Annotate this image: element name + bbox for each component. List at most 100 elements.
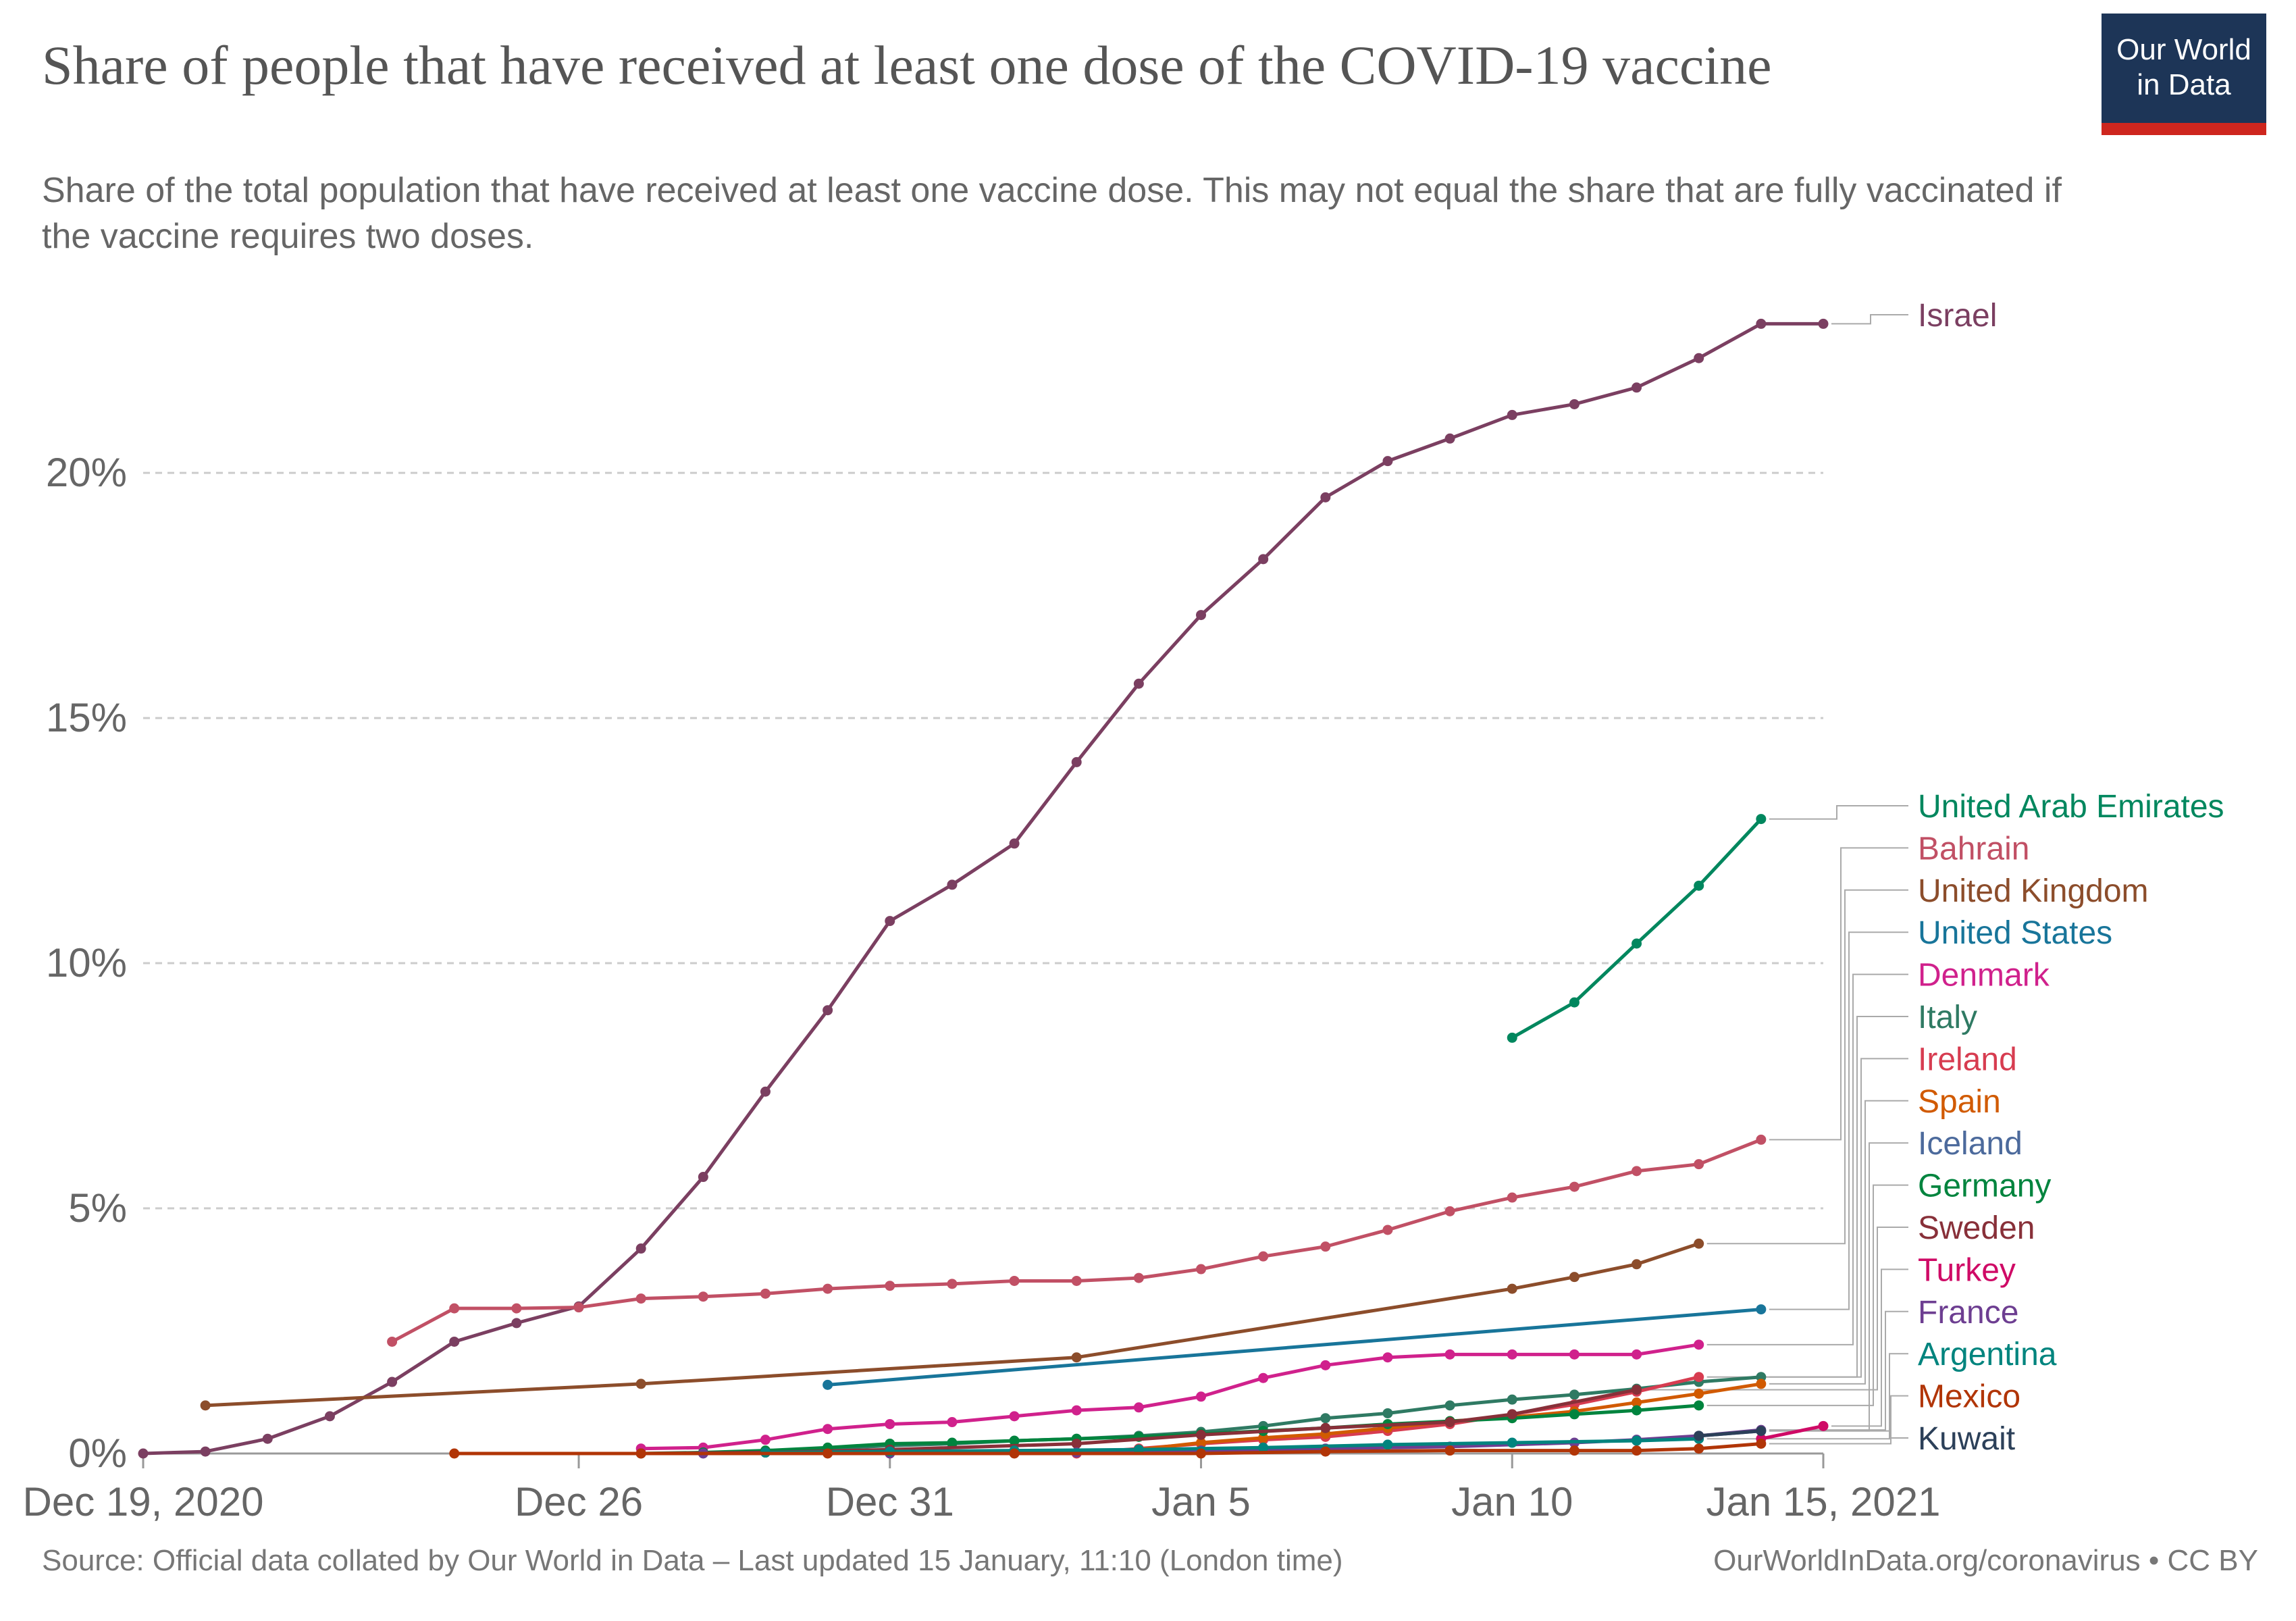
- series-label[interactable]: United Arab Emirates: [1918, 789, 2224, 825]
- data-point: [1009, 1448, 1020, 1459]
- series-united-arab-emirates[interactable]: [1507, 814, 1767, 1043]
- series-label[interactable]: Denmark: [1918, 958, 2050, 994]
- data-point: [1507, 1192, 1517, 1203]
- data-point: [823, 1424, 833, 1435]
- data-point: [1196, 610, 1207, 621]
- data-point: [1694, 1159, 1704, 1170]
- data-point: [947, 1437, 958, 1448]
- data-point: [1756, 1304, 1767, 1315]
- data-point: [1507, 1394, 1517, 1405]
- data-point: [635, 1293, 646, 1304]
- data-point: [138, 1448, 149, 1459]
- series-label[interactable]: Germany: [1918, 1168, 2051, 1204]
- y-tick-label: 0%: [68, 1431, 127, 1476]
- data-point: [1507, 1283, 1517, 1294]
- data-point: [1756, 318, 1767, 329]
- series-denmark[interactable]: [635, 1339, 1704, 1454]
- series-line: [142, 321, 1823, 1456]
- series-label[interactable]: France: [1918, 1295, 2018, 1331]
- data-point: [1009, 1275, 1020, 1286]
- label-leader-line: [1769, 1142, 1908, 1432]
- data-point: [1632, 1405, 1642, 1416]
- license-link[interactable]: OurWorldInData.org/coronavirus • CC BY: [1713, 1544, 2258, 1577]
- data-point: [885, 916, 895, 927]
- x-tick-label: Dec 26: [515, 1479, 643, 1524]
- series-label[interactable]: Sweden: [1918, 1210, 2035, 1246]
- label-leader-line: [1769, 1310, 1908, 1431]
- series-bahrain[interactable]: [387, 1134, 1767, 1347]
- data-point: [823, 1005, 833, 1016]
- data-point: [1569, 1272, 1580, 1283]
- series-label[interactable]: Kuwait: [1918, 1421, 2015, 1457]
- data-point: [1196, 1448, 1207, 1459]
- label-leader-line: [1831, 314, 1908, 325]
- series-label[interactable]: United Kingdom: [1918, 873, 2149, 909]
- series-label[interactable]: Turkey: [1918, 1252, 2016, 1288]
- series-line: [1760, 1424, 1824, 1441]
- series-label[interactable]: Argentina: [1918, 1337, 2057, 1372]
- series-label[interactable]: Ireland: [1918, 1041, 2017, 1077]
- data-point: [1444, 1445, 1455, 1456]
- label-leader-line: [1706, 973, 1908, 1345]
- data-point: [1569, 997, 1580, 1008]
- data-point: [1694, 1443, 1704, 1454]
- y-tick-label: 5%: [68, 1185, 127, 1231]
- series-israel[interactable]: [138, 318, 1829, 1459]
- data-point: [1818, 1420, 1829, 1431]
- label-leader-line: [1769, 847, 1908, 1141]
- series-line: [641, 1404, 1699, 1456]
- data-point: [1320, 1360, 1331, 1370]
- y-tick-label: 15%: [46, 695, 127, 740]
- data-point: [1258, 1372, 1269, 1383]
- data-point: [1009, 838, 1020, 849]
- data-point: [324, 1411, 335, 1422]
- label-leader-line: [1769, 931, 1908, 1310]
- series-united-kingdom[interactable]: [200, 1238, 1704, 1411]
- x-tick-label: Dec 19, 2020: [23, 1479, 264, 1524]
- series-label[interactable]: Iceland: [1918, 1126, 2023, 1162]
- series-kuwait[interactable]: [1694, 1426, 1767, 1441]
- label-leader-line: [1706, 1353, 1908, 1440]
- data-point: [1196, 1264, 1207, 1275]
- data-point: [823, 1379, 833, 1390]
- data-point: [1632, 1435, 1642, 1446]
- series-label[interactable]: Italy: [1918, 1000, 1977, 1035]
- label-leader-line: [1706, 889, 1908, 1245]
- data-point: [1694, 353, 1704, 363]
- data-point: [1444, 1417, 1455, 1428]
- data-point: [1694, 1431, 1704, 1441]
- series-label[interactable]: Spain: [1918, 1084, 2001, 1120]
- series-label[interactable]: Israel: [1918, 298, 1997, 334]
- data-point: [1818, 318, 1829, 329]
- data-point: [1569, 1181, 1580, 1192]
- label-leader-line: [1706, 1058, 1908, 1378]
- owid-logo[interactable]: Our World in Data: [2102, 14, 2266, 135]
- data-point: [449, 1303, 460, 1314]
- label-leader-line: [1644, 1227, 1908, 1391]
- data-point: [698, 1172, 708, 1183]
- data-point: [1258, 1442, 1269, 1453]
- data-point: [1009, 1411, 1020, 1422]
- series-mexico[interactable]: [449, 1438, 1767, 1459]
- chart-subtitle: Share of the total population that have …: [42, 171, 2062, 256]
- data-point: [1694, 880, 1704, 891]
- data-point: [635, 1448, 646, 1459]
- series-label[interactable]: Bahrain: [1918, 831, 2029, 867]
- data-point: [1196, 1391, 1207, 1402]
- data-point: [262, 1433, 273, 1444]
- label-leader-line: [1769, 1395, 1908, 1445]
- series-united-states[interactable]: [823, 1304, 1767, 1390]
- series-label[interactable]: United States: [1918, 915, 2112, 951]
- series-turkey[interactable]: [1756, 1420, 1829, 1444]
- data-point: [1569, 1389, 1580, 1400]
- y-tick-label: 20%: [46, 450, 127, 495]
- data-point: [1694, 1388, 1704, 1399]
- data-point: [1444, 1349, 1455, 1360]
- chart-title: Share of people that have received at le…: [42, 34, 1772, 96]
- data-point: [1756, 1379, 1767, 1389]
- x-tick-label: Jan 10: [1451, 1479, 1573, 1524]
- series-label[interactable]: Mexico: [1918, 1379, 2020, 1415]
- data-point: [1382, 456, 1393, 467]
- logo-line-1: Our World: [2116, 33, 2251, 66]
